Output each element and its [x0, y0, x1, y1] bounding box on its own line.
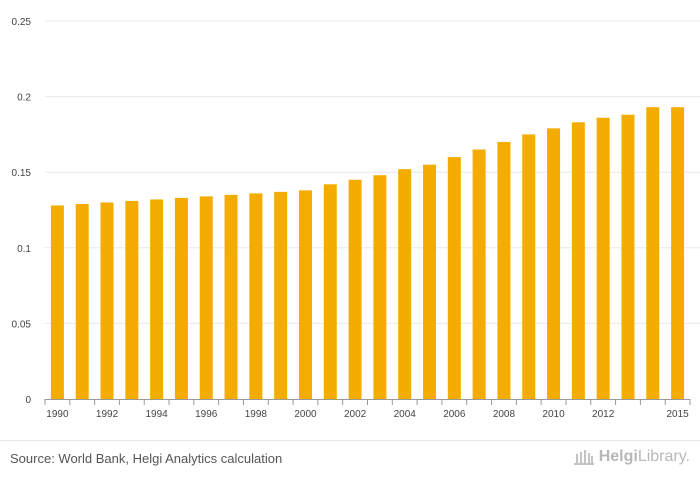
bar-1992: [100, 202, 114, 399]
x-tick-label: 1992: [96, 409, 119, 420]
x-tick-label: 1998: [245, 409, 268, 420]
chart-footer: Source: World Bank, Helgi Analytics calc…: [0, 440, 700, 483]
bar-1996: [199, 196, 213, 399]
bar-2009: [522, 134, 536, 399]
brand-name: HelgiLibrary.: [599, 448, 690, 466]
bar-2015: [671, 107, 685, 400]
bar-1997: [224, 194, 238, 399]
bar-1995: [174, 197, 188, 399]
y-tick-label: 0.15: [12, 168, 32, 179]
x-tick-label: 2008: [493, 409, 516, 420]
y-tick-label: 0.1: [17, 244, 31, 255]
bar-2011: [571, 122, 585, 399]
x-tick-label: 2015: [666, 409, 689, 420]
axes: 0 0.05 0.1 0.15 0.2 0.25 1990 1992 1994 1996 1998 2…: [12, 17, 691, 420]
y-tick-label: 0: [25, 395, 31, 406]
bar-1991: [75, 203, 89, 399]
y-tick-label: 0.2: [17, 93, 31, 104]
bar-1998: [249, 193, 263, 399]
x-tick-label: 1990: [46, 409, 69, 420]
bar-2005: [423, 164, 437, 399]
source-note: Source: World Bank, Helgi Analytics calc…: [10, 451, 283, 466]
bar-2003: [373, 175, 387, 399]
x-tick-label: 1994: [146, 409, 169, 420]
bar-2007: [472, 149, 486, 399]
bar-2006: [447, 157, 461, 399]
library-building-icon: [573, 448, 595, 466]
brand-name-bold: Helgi: [598, 448, 638, 465]
x-tick-label: 2012: [592, 409, 615, 420]
bar-2002: [348, 179, 362, 399]
bar-1999: [274, 191, 288, 399]
bar-2001: [323, 184, 337, 399]
bar-2000: [298, 190, 312, 399]
y-tick-label: 0.05: [12, 319, 32, 330]
bar-2008: [497, 141, 511, 399]
bar-1990: [50, 205, 64, 399]
bar-1994: [150, 199, 164, 399]
bar-2014: [646, 107, 660, 400]
bar-2010: [547, 128, 561, 400]
brand-logo: HelgiLibrary.: [573, 448, 690, 466]
bar-2004: [398, 169, 412, 399]
x-tick-label: 2006: [443, 409, 466, 420]
bar-2012: [596, 117, 610, 399]
bars: [50, 107, 685, 400]
brand-name-rest: Library.: [637, 448, 690, 465]
bar-chart: 0 0.05 0.1 0.15 0.2 0.25 1990 1992 1994 1996 1998 2…: [12, 17, 700, 420]
bar-2013: [621, 114, 635, 399]
x-tick-label: 2000: [294, 409, 317, 420]
x-tick-label: 2010: [542, 409, 565, 420]
x-tick-label: 2002: [344, 409, 367, 420]
x-tick-label: 1996: [195, 409, 218, 420]
bar-1993: [125, 200, 139, 399]
chart: 0 0.05 0.1 0.15 0.2 0.25 1990 1992 1994 1996 1998 2…: [12, 17, 700, 420]
x-tick-label: 2004: [394, 409, 417, 420]
y-tick-label: 0.25: [12, 17, 32, 28]
